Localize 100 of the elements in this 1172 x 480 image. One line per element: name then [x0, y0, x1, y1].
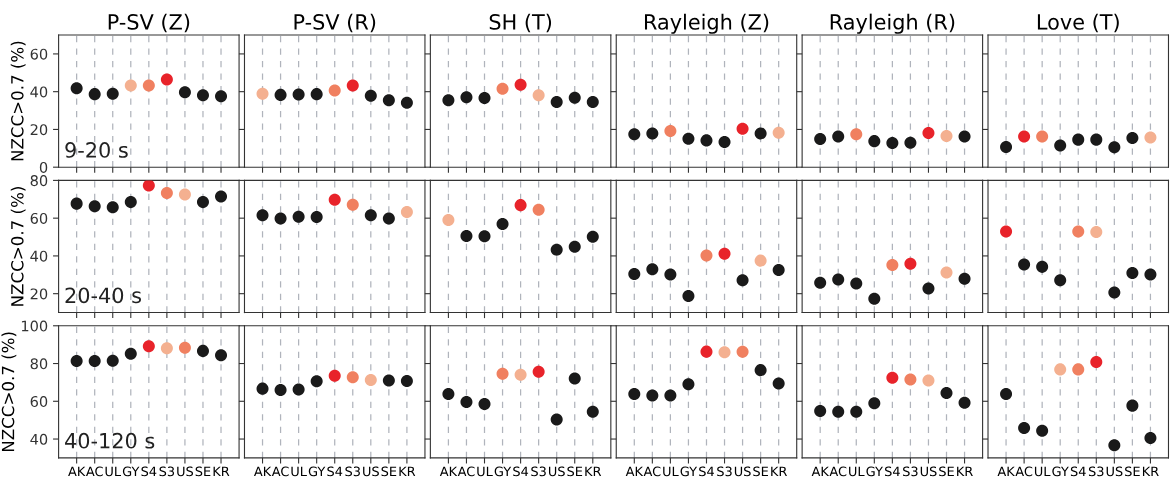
point — [328, 193, 341, 206]
point — [922, 374, 935, 387]
point — [124, 79, 137, 92]
x-tick-label: SE — [567, 466, 583, 477]
point — [736, 274, 749, 287]
point — [958, 396, 971, 409]
point — [886, 371, 899, 384]
x-tick-label: AK — [997, 466, 1015, 477]
point — [215, 90, 228, 103]
point — [628, 268, 641, 281]
chart-title: Love (T) — [1037, 13, 1119, 33]
y-tick-label: 40 — [30, 86, 48, 98]
point — [382, 212, 395, 225]
point — [1108, 286, 1121, 299]
point — [1072, 363, 1085, 376]
point — [736, 345, 749, 358]
point — [478, 92, 491, 105]
point — [1072, 225, 1085, 238]
point — [586, 405, 599, 418]
x-tick-label: US — [1106, 466, 1123, 477]
x-tick-label: UL — [1034, 466, 1051, 477]
point — [1126, 131, 1139, 144]
point — [514, 78, 527, 91]
annotation: 9-20 s — [65, 142, 128, 158]
point — [310, 211, 323, 224]
point — [550, 243, 563, 256]
point — [886, 258, 899, 271]
point — [292, 210, 305, 223]
point — [682, 289, 695, 302]
x-tick-label: S4 — [141, 466, 157, 477]
point — [1054, 274, 1067, 287]
x-tick-label: SE — [753, 466, 768, 477]
point — [346, 371, 359, 384]
x-tick-label: AK — [439, 466, 458, 477]
point — [904, 136, 917, 149]
point — [1144, 268, 1157, 281]
point — [496, 367, 509, 380]
point — [568, 372, 581, 385]
point — [958, 130, 971, 143]
y-tick-label: 60 — [30, 396, 48, 408]
y-tick-label: 60 — [30, 212, 48, 224]
point — [328, 369, 341, 382]
point — [106, 87, 119, 100]
point — [346, 198, 359, 211]
point — [1108, 141, 1121, 154]
point — [460, 229, 473, 242]
point — [700, 345, 713, 358]
x-tick-label: GY — [1052, 466, 1069, 477]
x-tick-label: US — [177, 466, 194, 477]
y-tick-label: 20 — [30, 288, 48, 300]
x-tick-label: AK — [811, 466, 830, 477]
x-tick-label: S4 — [1070, 466, 1086, 477]
x-tick-label: AK — [68, 466, 86, 477]
point — [514, 368, 527, 381]
point — [814, 133, 827, 146]
x-tick-label: AC — [643, 466, 661, 477]
x-tick-label: S4 — [885, 466, 900, 477]
point — [1000, 140, 1013, 153]
point — [442, 388, 455, 401]
point — [1108, 439, 1121, 452]
point — [274, 383, 287, 396]
point — [1054, 363, 1067, 376]
point — [1018, 130, 1031, 143]
point — [364, 373, 377, 386]
point — [442, 94, 455, 107]
chart-title: P-SV (R) — [294, 13, 376, 33]
x-tick-label: SE — [195, 466, 211, 477]
x-tick-label: US — [734, 466, 751, 477]
x-tick-label: GY — [680, 466, 698, 477]
point — [1126, 266, 1139, 279]
point — [70, 355, 83, 368]
point — [700, 249, 713, 262]
point — [1144, 131, 1157, 144]
point — [682, 378, 695, 391]
point — [814, 276, 827, 289]
point — [215, 190, 228, 203]
point — [106, 201, 119, 214]
point — [754, 254, 767, 267]
point — [178, 341, 191, 354]
point — [664, 389, 677, 402]
point — [70, 82, 83, 95]
x-tick-label: S3 — [1088, 466, 1104, 477]
x-tick-label: S3 — [717, 466, 732, 477]
point — [142, 180, 155, 192]
x-tick-label: S3 — [903, 466, 918, 477]
x-tick-label: US — [363, 466, 379, 477]
point — [1072, 133, 1085, 146]
point — [160, 342, 173, 355]
point — [868, 135, 881, 148]
y-tick-label: 0 — [39, 161, 48, 173]
x-tick-label: AK — [625, 466, 644, 477]
point — [1000, 225, 1013, 238]
chart-title: Rayleigh (R) — [830, 13, 955, 34]
point — [886, 137, 899, 150]
y-tick-label: 40 — [30, 433, 48, 445]
point — [1144, 431, 1157, 444]
point — [70, 197, 83, 210]
x-tick-label: KR — [1142, 466, 1159, 477]
point — [382, 374, 395, 387]
point — [664, 268, 677, 281]
